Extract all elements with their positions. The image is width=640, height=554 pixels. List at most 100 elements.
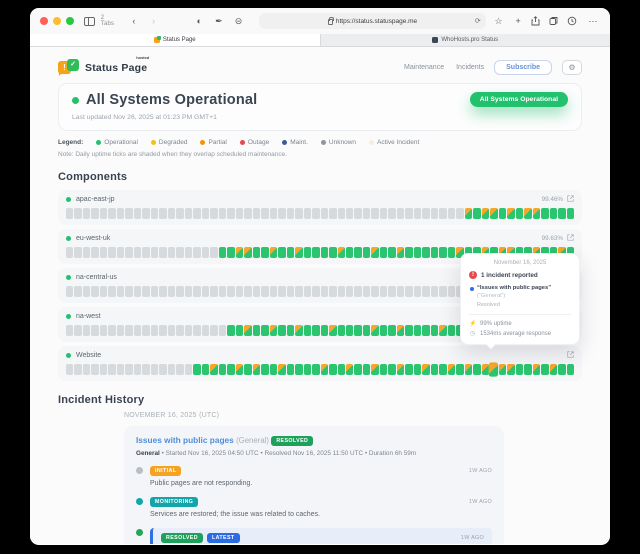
uptime-tick[interactable] <box>142 364 150 375</box>
uptime-tick[interactable] <box>354 364 362 375</box>
uptime-tick[interactable] <box>167 325 176 336</box>
uptime-tick[interactable] <box>218 325 227 336</box>
uptime-tick[interactable] <box>176 286 184 297</box>
uptime-tick[interactable] <box>515 208 524 219</box>
uptime-tick[interactable] <box>252 208 261 219</box>
uptime-tick[interactable] <box>278 247 286 258</box>
uptime-tick[interactable] <box>498 364 507 375</box>
settings-gear-button[interactable]: ⚙ <box>562 60 582 75</box>
uptime-tick[interactable] <box>320 208 329 219</box>
nav-link[interactable]: Incidents <box>456 64 485 71</box>
logo[interactable]: ! ✓ Status Page hosted <box>58 55 149 76</box>
uptime-tick[interactable] <box>184 286 193 297</box>
uptime-tick[interactable] <box>362 325 371 336</box>
history-clock-icon[interactable] <box>567 16 577 26</box>
uptime-tick[interactable] <box>167 364 176 375</box>
uptime-tick[interactable] <box>91 325 99 336</box>
uptime-tick[interactable] <box>371 247 379 258</box>
uptime-tick[interactable] <box>66 325 74 336</box>
uptime-tick[interactable] <box>320 325 329 336</box>
uptime-tick[interactable] <box>278 208 286 219</box>
uptime-tick[interactable] <box>235 325 244 336</box>
uptime-tick[interactable] <box>303 208 312 219</box>
uptime-tick[interactable] <box>244 325 252 336</box>
url-bar[interactable]: https://status.statuspage.me ⟳ <box>259 13 486 29</box>
uptime-tick[interactable] <box>74 247 82 258</box>
uptime-tick[interactable] <box>184 325 193 336</box>
uptime-tick[interactable] <box>345 325 354 336</box>
uptime-tick[interactable] <box>150 364 159 375</box>
uptime-tick[interactable] <box>354 286 362 297</box>
subscribe-button[interactable]: Subscribe <box>494 60 552 75</box>
uptime-tick[interactable] <box>116 325 125 336</box>
uptime-tick[interactable] <box>379 208 388 219</box>
reload-icon[interactable]: ⟳ <box>474 18 481 25</box>
uptime-tick[interactable] <box>116 208 125 219</box>
uptime-tick[interactable] <box>133 325 142 336</box>
more-menu-icon[interactable]: ⋯ <box>588 15 598 26</box>
uptime-tick[interactable] <box>329 325 337 336</box>
component-expand-icon[interactable] <box>567 195 574 204</box>
uptime-tick[interactable] <box>269 286 278 297</box>
uptime-tick[interactable] <box>558 364 566 375</box>
uptime-tick[interactable] <box>91 286 99 297</box>
uptime-tick[interactable] <box>439 208 447 219</box>
uptime-tick[interactable] <box>312 364 320 375</box>
uptime-tick[interactable] <box>396 364 405 375</box>
uptime-tick[interactable] <box>413 247 422 258</box>
uptime-tick[interactable] <box>388 286 396 297</box>
uptime-tick[interactable] <box>150 325 159 336</box>
uptime-tick[interactable] <box>439 325 447 336</box>
uptime-tick[interactable] <box>278 364 286 375</box>
uptime-tick[interactable] <box>371 325 379 336</box>
uptime-tick[interactable] <box>235 364 244 375</box>
uptime-tick[interactable] <box>227 325 235 336</box>
uptime-tick[interactable] <box>82 364 91 375</box>
uptime-tick[interactable] <box>413 208 422 219</box>
uptime-tick[interactable] <box>354 247 362 258</box>
uptime-tick[interactable] <box>388 208 396 219</box>
uptime-tick[interactable] <box>320 286 329 297</box>
uptime-tick[interactable] <box>261 364 269 375</box>
uptime-tick[interactable] <box>371 364 379 375</box>
uptime-tick[interactable] <box>244 247 252 258</box>
uptime-tick[interactable] <box>176 364 184 375</box>
uptime-tick[interactable] <box>244 286 252 297</box>
uptime-tick[interactable] <box>312 286 320 297</box>
uptime-tick[interactable] <box>388 325 396 336</box>
uptime-tick[interactable] <box>295 364 303 375</box>
uptime-tick[interactable] <box>320 247 329 258</box>
uptime-tick[interactable] <box>218 364 227 375</box>
uptime-tick[interactable] <box>439 247 447 258</box>
uptime-tick[interactable] <box>244 364 252 375</box>
uptime-tick[interactable] <box>261 247 269 258</box>
uptime-tick[interactable] <box>295 286 303 297</box>
uptime-tick[interactable] <box>379 286 388 297</box>
uptime-tick[interactable] <box>337 247 345 258</box>
uptime-tick[interactable] <box>362 286 371 297</box>
uptime-tick[interactable] <box>541 208 549 219</box>
uptime-tick[interactable] <box>193 364 201 375</box>
uptime-tick[interactable] <box>456 208 464 219</box>
uptime-tick[interactable] <box>201 247 210 258</box>
back-button[interactable]: ‹ <box>132 15 136 26</box>
uptime-tick[interactable] <box>82 208 91 219</box>
uptime-tick[interactable] <box>303 286 312 297</box>
uptime-tick[interactable] <box>269 247 278 258</box>
uptime-tick[interactable] <box>312 208 320 219</box>
close-window-button[interactable] <box>40 17 48 25</box>
uptime-tick[interactable] <box>210 325 218 336</box>
uptime-tick[interactable] <box>227 247 235 258</box>
uptime-tick[interactable] <box>193 325 201 336</box>
sidebar-icon[interactable] <box>84 16 95 26</box>
uptime-tick[interactable] <box>142 325 150 336</box>
uptime-tick[interactable] <box>261 286 269 297</box>
uptime-tick[interactable] <box>227 286 235 297</box>
uptime-tick[interactable] <box>167 247 176 258</box>
uptime-tick[interactable] <box>354 208 362 219</box>
uptime-tick[interactable] <box>507 364 515 375</box>
uptime-tick[interactable] <box>176 325 184 336</box>
uptime-tick[interactable] <box>159 325 167 336</box>
shield-icon[interactable]: ◐ <box>196 15 202 26</box>
uptime-tick[interactable] <box>150 247 159 258</box>
